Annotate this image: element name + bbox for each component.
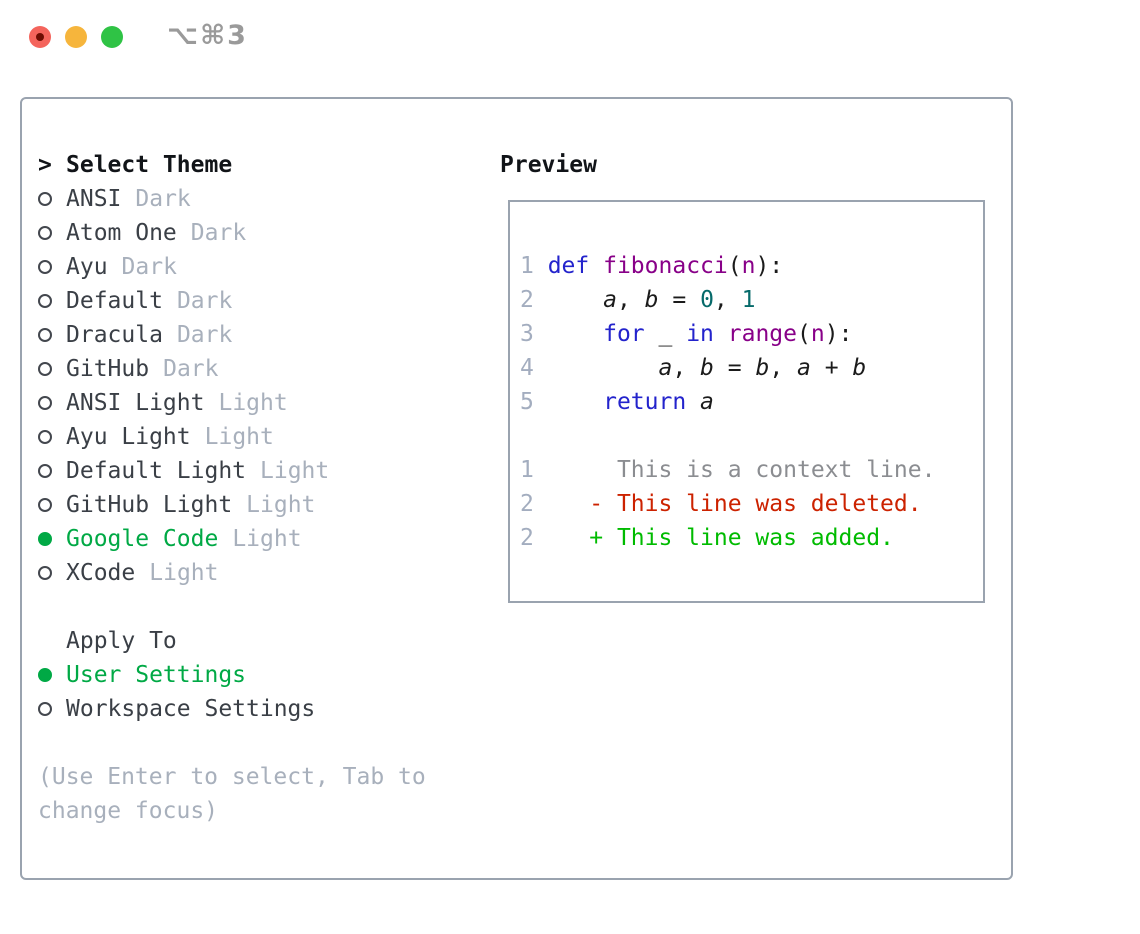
- theme-name: Dracula: [66, 322, 163, 348]
- theme-variant-tag: Light: [246, 492, 316, 518]
- theme-option-default-light[interactable]: Default Light Light: [38, 454, 426, 488]
- theme-option-atom-one[interactable]: Atom One Dark: [38, 216, 426, 250]
- apply-to-list: User Settings Workspace Settings: [38, 658, 426, 726]
- select-theme-title: Select Theme: [66, 152, 233, 178]
- theme-name: Ayu: [66, 254, 108, 280]
- theme-option-google-code[interactable]: Google Code Light: [38, 522, 426, 556]
- theme-option-ansi-light[interactable]: ANSI Light Light: [38, 386, 426, 420]
- theme-variant-tag: Dark: [135, 186, 191, 212]
- theme-name: Default: [66, 288, 163, 314]
- radio-unselected-icon: [38, 566, 66, 580]
- apply-option-label: User Settings: [66, 662, 247, 688]
- theme-variant-tag: Dark: [163, 356, 219, 382]
- radio-unselected-icon: [38, 362, 66, 376]
- radio-unselected-icon: [38, 328, 66, 342]
- select-theme-header-row: > Select Theme: [38, 148, 426, 182]
- help-text-line-2: change focus): [38, 798, 219, 824]
- theme-name: Default Light: [66, 458, 247, 484]
- preview-code-line: 5 return a: [520, 389, 714, 415]
- preview-code-line: 1 This is a context line.: [520, 457, 936, 483]
- help-text: (Use Enter to select, Tab to change focu…: [38, 760, 426, 828]
- preview-code-line: 4 a, b = b, a + b: [520, 355, 867, 381]
- apply-to-header-row: Apply To: [38, 624, 426, 658]
- prompt-chevron-icon: >: [38, 152, 52, 178]
- theme-variant-tag: Dark: [121, 254, 177, 280]
- theme-variant-tag: Light: [149, 560, 219, 586]
- preview-code-line: [520, 419, 983, 453]
- preview-code-line: 2 + This line was added.: [520, 525, 894, 551]
- theme-name: Atom One: [66, 220, 177, 246]
- radio-unselected-icon: [38, 192, 66, 206]
- radio-unselected-icon: [38, 498, 66, 512]
- theme-option-ansi[interactable]: ANSI Dark: [38, 182, 426, 216]
- theme-variant-tag: Dark: [176, 322, 233, 348]
- theme-name: GitHub: [66, 356, 150, 382]
- theme-option-github[interactable]: GitHub Dark: [38, 352, 426, 386]
- preview-code-line: 3 for _ in range(n):: [520, 321, 853, 347]
- radio-unselected-icon: [38, 294, 66, 308]
- theme-name: GitHub Light: [66, 492, 233, 518]
- theme-name: ANSI Light: [66, 390, 205, 416]
- theme-option-ayu[interactable]: Ayu Dark: [38, 250, 426, 284]
- help-text-line-1: (Use Enter to select, Tab to: [38, 764, 426, 790]
- spacer: [38, 726, 426, 760]
- radio-selected-icon: [38, 668, 66, 682]
- theme-variant-tag: Dark: [176, 288, 233, 314]
- theme-variant-tag: Dark: [190, 220, 247, 246]
- apply-option-workspace-settings[interactable]: Workspace Settings: [38, 692, 426, 726]
- radio-unselected-icon: [38, 396, 66, 410]
- maximize-button[interactable]: [101, 26, 123, 48]
- theme-picker-column: > Select Theme ANSI Dark Atom One Dark Ayu Da…: [38, 148, 426, 828]
- apply-to-title: Apply To: [66, 628, 177, 654]
- theme-option-dracula[interactable]: Dracula Dark: [38, 318, 426, 352]
- theme-name: Ayu Light: [66, 424, 191, 450]
- radio-selected-icon: [38, 532, 66, 546]
- theme-name: XCode: [66, 560, 136, 586]
- radio-unselected-icon: [38, 226, 66, 240]
- theme-option-ayu-light[interactable]: Ayu Light Light: [38, 420, 426, 454]
- main-panel: > Select Theme ANSI Dark Atom One Dark Ayu Da…: [20, 97, 1013, 880]
- theme-list: ANSI Dark Atom One Dark Ayu Dark Default Dark Dr…: [38, 182, 426, 590]
- radio-unselected-icon: [38, 464, 66, 478]
- minimize-button[interactable]: [65, 26, 87, 48]
- theme-variant-tag: Light: [232, 526, 302, 552]
- theme-name: ANSI: [66, 186, 122, 212]
- theme-variant-tag: Light: [204, 424, 274, 450]
- preview-pane: 1 def fibonacci(n): 2 a, b = 0, 1 3 for _ …: [508, 200, 985, 603]
- preview-title: Preview: [500, 152, 597, 178]
- radio-unselected-icon: [38, 430, 66, 444]
- apply-option-label: Workspace Settings: [66, 696, 316, 722]
- close-button[interactable]: [29, 26, 51, 48]
- radio-unselected-icon: [38, 260, 66, 274]
- preview-code-line: 1 def fibonacci(n):: [520, 253, 784, 279]
- preview-code-line: 2 - This line was deleted.: [520, 491, 922, 517]
- preview-code-line: 2 a, b = 0, 1: [520, 287, 756, 313]
- theme-option-default[interactable]: Default Dark: [38, 284, 426, 318]
- theme-option-github-light[interactable]: GitHub Light Light: [38, 488, 426, 522]
- apply-option-user-settings[interactable]: User Settings: [38, 658, 426, 692]
- close-dot-icon: [36, 33, 44, 41]
- theme-name: Google Code: [66, 526, 219, 552]
- theme-variant-tag: Light: [260, 458, 330, 484]
- theme-variant-tag: Light: [218, 390, 288, 416]
- theme-option-xcode[interactable]: XCode Light: [38, 556, 426, 590]
- window-title: ⌥⌘3: [167, 20, 248, 51]
- spacer: [38, 590, 426, 624]
- radio-unselected-icon: [38, 702, 66, 716]
